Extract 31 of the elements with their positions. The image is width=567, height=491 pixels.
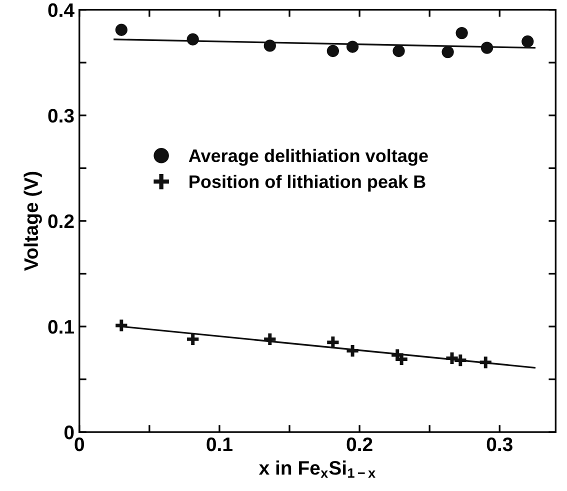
point: [522, 35, 534, 48]
y-tick-label: 0.3: [48, 108, 74, 123]
point: [114, 318, 129, 334]
legend-label: Average delithiation voltage: [188, 148, 428, 166]
point: [394, 352, 410, 367]
point: [452, 352, 468, 368]
point: [480, 42, 494, 54]
point: [456, 26, 468, 40]
point: [444, 350, 460, 366]
x-tick-label: 0.1: [206, 437, 232, 452]
point: [262, 332, 278, 347]
x-axis-title: x in Fe$_{x}$Si$_{1−x}$: [258, 460, 376, 478]
point: [264, 40, 276, 52]
point: [325, 334, 340, 350]
point: [392, 44, 405, 58]
point: [115, 24, 128, 36]
x-tick-label: 0.2: [346, 437, 372, 452]
y-tick-label: 0: [64, 426, 74, 440]
point: [478, 354, 494, 370]
x-tick-label: 0: [74, 437, 84, 452]
legend-label: Position of lithiation peak B: [190, 174, 426, 192]
x-tick-label: 0.3: [486, 437, 512, 452]
y-tick-label: 0.2: [48, 214, 74, 228]
point: [346, 40, 359, 53]
y-tick-label: 0.1: [48, 320, 74, 334]
point: [344, 343, 360, 358]
point: [326, 44, 340, 58]
point: [442, 46, 454, 58]
point: [186, 33, 199, 46]
y-axis-title: Voltage (V): [24, 172, 42, 271]
y-tick-label: 0.4: [48, 3, 74, 18]
